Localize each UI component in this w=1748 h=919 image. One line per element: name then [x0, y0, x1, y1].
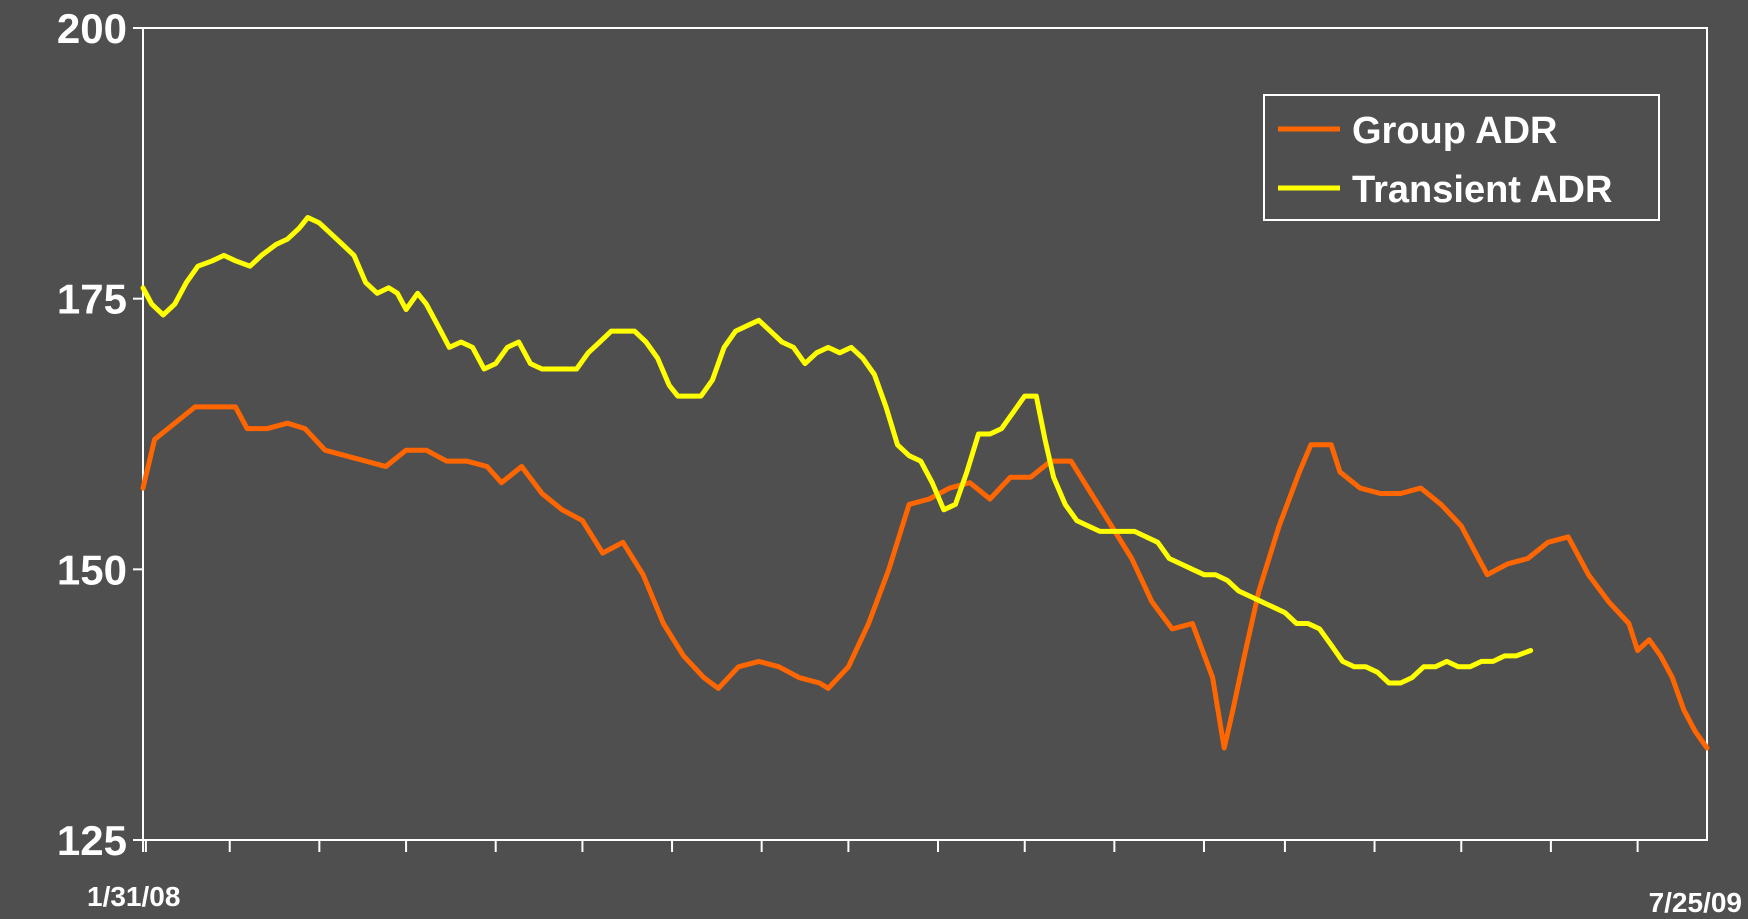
plot-area — [142, 27, 1708, 841]
legend-label-group-adr: Group ADR — [1352, 110, 1557, 152]
legend: Group ADR Transient ADR — [1263, 94, 1660, 221]
y-tick-label: 200 — [57, 5, 127, 52]
series-line-group-adr — [140, 404, 1710, 751]
legend-label-transient-adr: Transient ADR — [1352, 169, 1612, 211]
x-axis — [142, 840, 1639, 852]
series-layer — [140, 215, 1710, 751]
y-tick-label: 150 — [57, 546, 127, 593]
x-tick-label-start: 1/31/08 — [87, 881, 180, 912]
y-tick-label: 125 — [57, 817, 127, 864]
y-axis: 200 175 150 125 — [57, 5, 143, 864]
x-tick-label-end: 7/25/09 — [1649, 887, 1742, 918]
series-line-transient-adr — [140, 215, 1534, 686]
legend-box — [1263, 94, 1660, 221]
y-tick-label: 175 — [57, 276, 127, 323]
